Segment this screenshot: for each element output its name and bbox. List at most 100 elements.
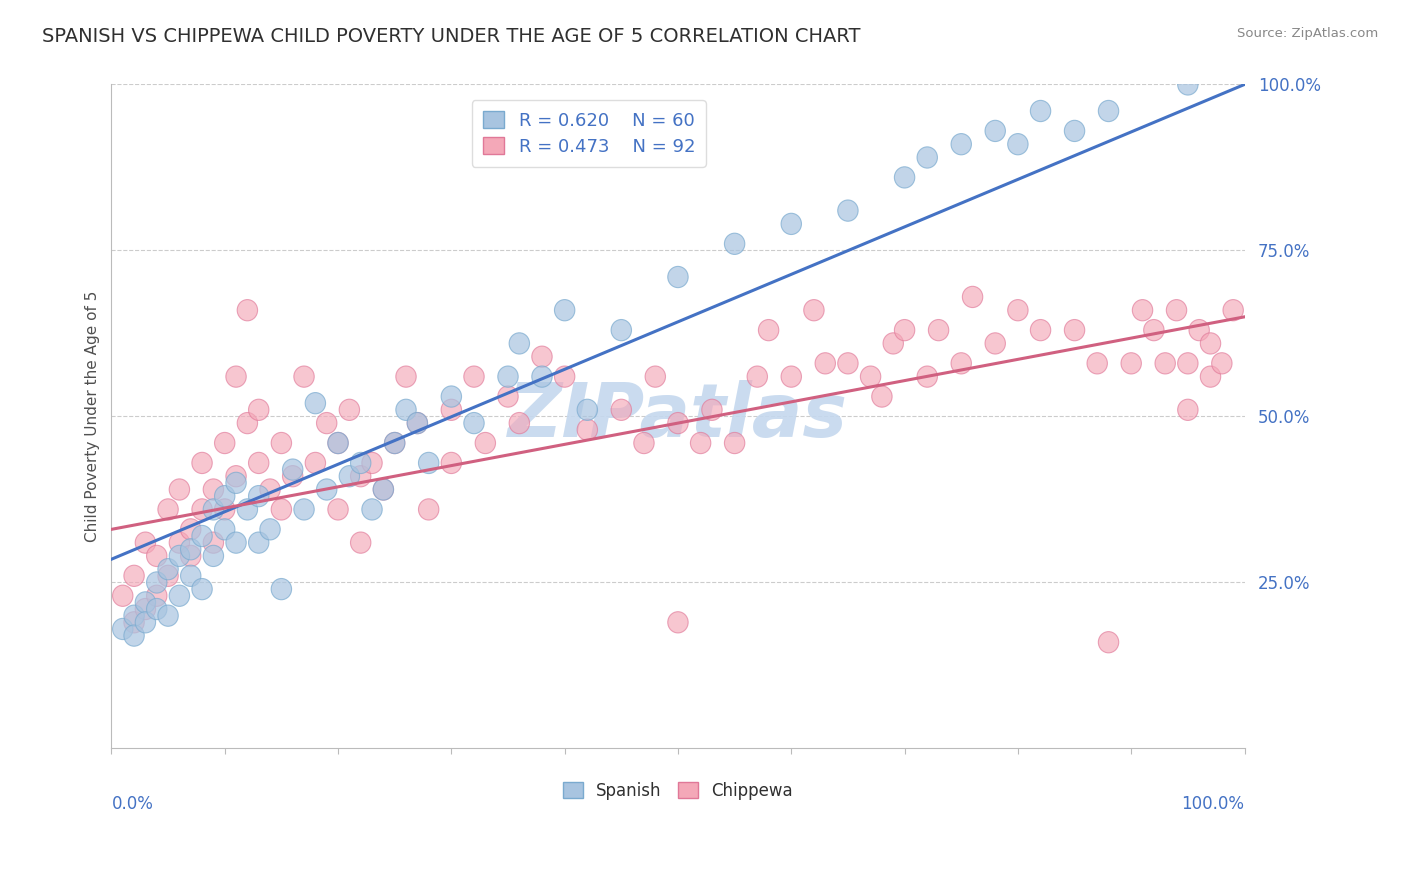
Ellipse shape bbox=[668, 412, 688, 434]
Ellipse shape bbox=[294, 499, 314, 520]
Ellipse shape bbox=[215, 485, 235, 507]
Ellipse shape bbox=[1178, 400, 1198, 420]
Ellipse shape bbox=[350, 532, 371, 553]
Ellipse shape bbox=[668, 267, 688, 287]
Ellipse shape bbox=[690, 433, 711, 454]
Ellipse shape bbox=[339, 400, 360, 420]
Ellipse shape bbox=[271, 499, 291, 520]
Ellipse shape bbox=[1143, 319, 1164, 341]
Ellipse shape bbox=[1223, 300, 1243, 321]
Ellipse shape bbox=[361, 452, 382, 474]
Ellipse shape bbox=[668, 612, 688, 633]
Ellipse shape bbox=[180, 539, 201, 560]
Ellipse shape bbox=[361, 499, 382, 520]
Ellipse shape bbox=[408, 412, 427, 434]
Ellipse shape bbox=[986, 120, 1005, 142]
Ellipse shape bbox=[339, 466, 360, 487]
Ellipse shape bbox=[634, 433, 654, 454]
Ellipse shape bbox=[384, 433, 405, 454]
Ellipse shape bbox=[838, 352, 858, 374]
Ellipse shape bbox=[1201, 366, 1220, 387]
Ellipse shape bbox=[135, 591, 156, 613]
Ellipse shape bbox=[191, 579, 212, 599]
Ellipse shape bbox=[464, 366, 484, 387]
Ellipse shape bbox=[350, 452, 371, 474]
Ellipse shape bbox=[191, 452, 212, 474]
Ellipse shape bbox=[1031, 101, 1050, 121]
Ellipse shape bbox=[169, 532, 190, 553]
Ellipse shape bbox=[124, 605, 145, 626]
Ellipse shape bbox=[838, 200, 858, 221]
Ellipse shape bbox=[204, 479, 224, 500]
Ellipse shape bbox=[498, 386, 519, 407]
Ellipse shape bbox=[441, 452, 461, 474]
Ellipse shape bbox=[408, 412, 427, 434]
Ellipse shape bbox=[169, 479, 190, 500]
Ellipse shape bbox=[226, 532, 246, 553]
Ellipse shape bbox=[305, 452, 326, 474]
Ellipse shape bbox=[1167, 300, 1187, 321]
Ellipse shape bbox=[238, 499, 257, 520]
Ellipse shape bbox=[917, 366, 938, 387]
Ellipse shape bbox=[950, 352, 972, 374]
Text: ZIPatlas: ZIPatlas bbox=[508, 380, 848, 453]
Ellipse shape bbox=[124, 625, 145, 646]
Ellipse shape bbox=[146, 545, 167, 566]
Ellipse shape bbox=[928, 319, 949, 341]
Ellipse shape bbox=[531, 366, 553, 387]
Ellipse shape bbox=[135, 532, 156, 553]
Ellipse shape bbox=[576, 400, 598, 420]
Ellipse shape bbox=[1098, 101, 1119, 121]
Ellipse shape bbox=[226, 366, 246, 387]
Ellipse shape bbox=[283, 459, 302, 480]
Ellipse shape bbox=[860, 366, 880, 387]
Ellipse shape bbox=[215, 433, 235, 454]
Ellipse shape bbox=[1087, 352, 1108, 374]
Ellipse shape bbox=[509, 333, 530, 354]
Ellipse shape bbox=[135, 612, 156, 633]
Ellipse shape bbox=[419, 499, 439, 520]
Ellipse shape bbox=[157, 566, 179, 586]
Ellipse shape bbox=[396, 400, 416, 420]
Ellipse shape bbox=[350, 466, 371, 487]
Ellipse shape bbox=[1189, 319, 1209, 341]
Ellipse shape bbox=[1121, 352, 1142, 374]
Ellipse shape bbox=[1132, 300, 1153, 321]
Ellipse shape bbox=[191, 525, 212, 547]
Ellipse shape bbox=[135, 599, 156, 620]
Ellipse shape bbox=[475, 433, 495, 454]
Ellipse shape bbox=[316, 412, 337, 434]
Ellipse shape bbox=[157, 558, 179, 580]
Text: 0.0%: 0.0% bbox=[111, 795, 153, 813]
Ellipse shape bbox=[612, 319, 631, 341]
Ellipse shape bbox=[373, 479, 394, 500]
Ellipse shape bbox=[464, 412, 484, 434]
Ellipse shape bbox=[260, 519, 280, 540]
Ellipse shape bbox=[112, 585, 134, 607]
Ellipse shape bbox=[316, 479, 337, 500]
Ellipse shape bbox=[554, 366, 575, 387]
Ellipse shape bbox=[238, 300, 257, 321]
Ellipse shape bbox=[271, 433, 291, 454]
Ellipse shape bbox=[328, 433, 349, 454]
Ellipse shape bbox=[419, 452, 439, 474]
Ellipse shape bbox=[204, 532, 224, 553]
Ellipse shape bbox=[226, 466, 246, 487]
Text: SPANISH VS CHIPPEWA CHILD POVERTY UNDER THE AGE OF 5 CORRELATION CHART: SPANISH VS CHIPPEWA CHILD POVERTY UNDER … bbox=[42, 27, 860, 45]
Ellipse shape bbox=[169, 545, 190, 566]
Ellipse shape bbox=[384, 433, 405, 454]
Ellipse shape bbox=[894, 167, 915, 188]
Text: 100.0%: 100.0% bbox=[1181, 795, 1244, 813]
Ellipse shape bbox=[724, 233, 745, 254]
Ellipse shape bbox=[747, 366, 768, 387]
Ellipse shape bbox=[373, 479, 394, 500]
Ellipse shape bbox=[815, 352, 835, 374]
Ellipse shape bbox=[180, 566, 201, 586]
Ellipse shape bbox=[962, 286, 983, 308]
Ellipse shape bbox=[271, 579, 291, 599]
Ellipse shape bbox=[883, 333, 904, 354]
Ellipse shape bbox=[283, 466, 302, 487]
Ellipse shape bbox=[1201, 333, 1220, 354]
Ellipse shape bbox=[509, 412, 530, 434]
Ellipse shape bbox=[260, 479, 280, 500]
